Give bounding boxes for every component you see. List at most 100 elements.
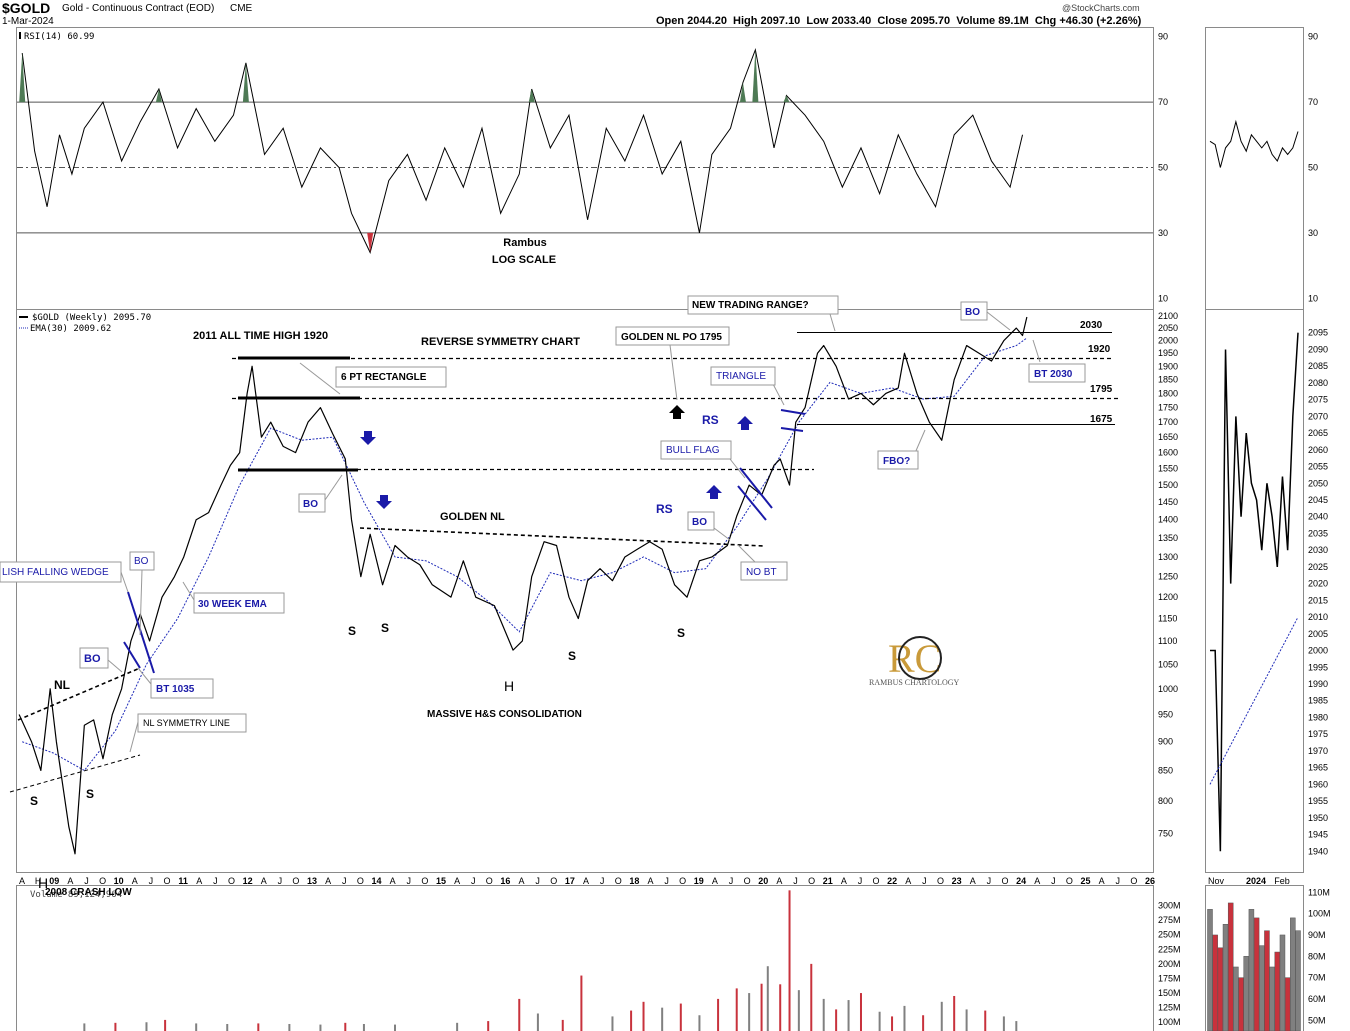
volume-side-bar xyxy=(1279,934,1286,1031)
price-tick-label: 1800 xyxy=(1158,388,1178,398)
price-tick-label: 900 xyxy=(1158,737,1173,747)
bo-2013-label: BO xyxy=(303,499,318,510)
volume-bar xyxy=(630,1010,633,1031)
volume-bar xyxy=(257,1023,260,1031)
volume-plot: 100M 125M 150M 175M 200M 225M 250M 275M 300M xyxy=(83,890,1181,1031)
volume-bar xyxy=(940,1001,943,1031)
arrow-down-icon xyxy=(360,431,376,445)
arrow-down-icon xyxy=(376,495,392,509)
price-side-tick-label: 2075 xyxy=(1308,395,1328,405)
volume-bar xyxy=(83,1023,86,1031)
rectangle-callout xyxy=(335,366,447,388)
flag-line-2 xyxy=(737,485,767,521)
arrow-up-icon xyxy=(706,485,722,499)
x-tick-label: O xyxy=(615,876,622,886)
price-tick-label: 1350 xyxy=(1158,533,1178,543)
volume-bar xyxy=(288,1023,291,1031)
volume-side-tick-label: 80M xyxy=(1308,951,1326,961)
volume-side-bar xyxy=(1284,977,1291,1031)
x-side-tick-label: Nov xyxy=(1208,876,1225,886)
rsi-legend: RSI(14) 60.99 xyxy=(24,32,94,42)
x-tick-label: J xyxy=(729,876,734,886)
volume-bar xyxy=(611,1016,614,1031)
price-tick-label: 1950 xyxy=(1158,348,1178,358)
x-tick-label: A xyxy=(519,876,525,886)
bo-2009-label: BO xyxy=(84,653,101,665)
volume-bar xyxy=(878,1011,881,1031)
x-tick-label: 16 xyxy=(500,876,510,886)
x-tick-label: O xyxy=(99,876,106,886)
rsi-overbought-fill xyxy=(155,89,162,103)
volume-bar xyxy=(903,1005,906,1031)
price-side-tick-label: 2095 xyxy=(1308,328,1328,338)
x-tick-label: 11 xyxy=(178,876,188,886)
x-tick-label: 09 xyxy=(49,876,59,886)
volume-bar xyxy=(394,1024,396,1031)
volume-side-bar xyxy=(1274,951,1281,1031)
triangle-line-1 xyxy=(780,409,806,415)
x-tick-label: A xyxy=(454,876,460,886)
price-side-tick-label: 2035 xyxy=(1308,528,1328,538)
no-bt-callout xyxy=(740,561,788,581)
log-scale-label: LOG SCALE xyxy=(492,254,556,266)
pattern-lines xyxy=(9,332,1118,793)
rsi-oversold-fill xyxy=(367,232,374,253)
price-tick-label: 1200 xyxy=(1158,592,1178,602)
fbo-callout xyxy=(877,450,919,470)
chart-name: Gold - Continuous Contract (EOD) xyxy=(62,3,215,14)
volume-side-bar xyxy=(1217,947,1224,1031)
volume-bar xyxy=(319,1024,322,1031)
x-axis-labels: A H 09 A J O 10 A J O 11 A J O 12 A J O 13 A J O 14 A J O 15 A J O 16 A… xyxy=(19,876,1290,886)
volume-tick-label: 200M xyxy=(1158,959,1181,969)
volume-panel xyxy=(16,885,1154,1031)
x-tick-label: O xyxy=(744,876,751,886)
crash-low-label: 2008 CRASH LOW xyxy=(45,887,132,898)
price-tick-label: 1450 xyxy=(1158,497,1178,507)
volume-side-bar xyxy=(1290,917,1296,1031)
bo-2019-label: BO xyxy=(692,517,707,528)
x-tick-label: A xyxy=(583,876,589,886)
s-label: S xyxy=(86,787,94,801)
x-tick-label: A xyxy=(970,876,976,886)
s-label: S xyxy=(381,621,389,635)
x-tick-label: 13 xyxy=(307,876,317,886)
x-tick-label: 10 xyxy=(114,876,124,886)
price-line xyxy=(18,316,1028,855)
x-tick-label: A xyxy=(390,876,396,886)
rsi-plot: 10 30 50 70 90 xyxy=(17,32,1168,303)
volume-bar xyxy=(797,990,800,1031)
volume-bar xyxy=(1002,1016,1005,1031)
volume-bar xyxy=(984,1010,987,1031)
stockcharts-watermark: @StockCharts.com xyxy=(1062,3,1140,13)
x-tick-label: A xyxy=(1034,876,1040,886)
logo-letters: RC xyxy=(888,636,941,681)
rsi-overbought-fill xyxy=(19,53,26,103)
volume-bar xyxy=(766,966,769,1031)
x-tick-label: O xyxy=(486,876,493,886)
bt-1035-label: BT 1035 xyxy=(156,684,195,695)
price-tick-label: 1500 xyxy=(1158,480,1178,490)
golden-neckline xyxy=(359,527,765,547)
price-side-tick-label: 1980 xyxy=(1308,712,1328,722)
volume-side-tick-label: 50M xyxy=(1308,1015,1326,1025)
rsi-tick-label: 70 xyxy=(1308,97,1318,107)
x-tick-label: O xyxy=(357,876,364,886)
rsi-line xyxy=(1209,119,1299,168)
volume-side-bar xyxy=(1269,966,1275,1031)
volume-side-bar xyxy=(1227,902,1234,1031)
rsi-tick-label: 50 xyxy=(1308,163,1318,173)
rsi-tick-label: 90 xyxy=(1158,32,1168,42)
price-side-tick-label: 1960 xyxy=(1308,779,1328,789)
volume-bar xyxy=(114,1022,117,1031)
volume-bar xyxy=(835,1009,838,1031)
volume-bar xyxy=(788,890,791,1031)
volume-tick-label: 100M xyxy=(1158,1017,1181,1027)
golden-nl-label: GOLDEN NL xyxy=(440,511,505,523)
price-side-tick-label: 2025 xyxy=(1308,562,1328,572)
trading-range-callout xyxy=(687,295,839,315)
volume-side-tick-label: 70M xyxy=(1308,973,1326,983)
level-2030: 2030 xyxy=(1080,320,1103,331)
callouts: 6 PT RECTANGLE GOLDEN NL PO 1795 NEW TRA… xyxy=(0,295,1086,753)
volume-tick-label: 250M xyxy=(1158,930,1181,940)
